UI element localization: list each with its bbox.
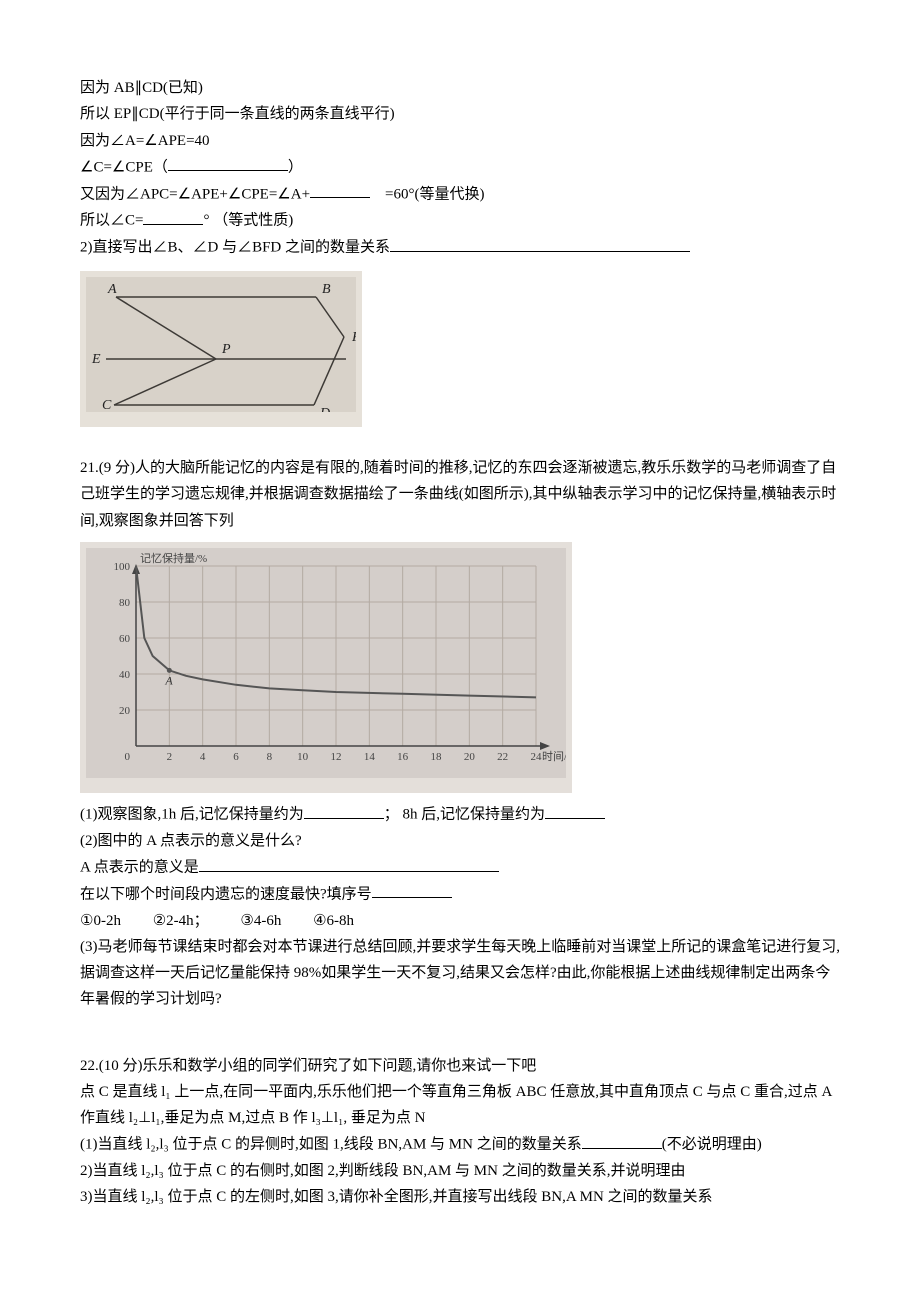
- proof-l7-pre: 2)直接写出∠B、∠D 与∠BFD 之间的数量关系: [80, 240, 390, 256]
- opt-1: ①0-2h: [80, 913, 121, 929]
- q21-sub3: (3)马老师每节课结束时都会对本节课进行总结回顾,并要求学生每天晚上临睡前对当课…: [80, 934, 845, 1013]
- blank-A-meaning: [199, 854, 499, 872]
- svg-text:A: A: [164, 673, 173, 687]
- svg-text:F: F: [351, 330, 356, 345]
- svg-text:B: B: [322, 282, 331, 297]
- proof-l6-pre: 所以∠C=: [80, 213, 143, 229]
- q21-stem: 21.(9 分)人的大脑所能记忆的内容是有限的,随着时间的推移,记忆的东四会逐渐…: [80, 455, 845, 534]
- svg-text:C: C: [102, 398, 112, 412]
- blank-fastest: [372, 881, 452, 899]
- blank-angle: [310, 181, 370, 199]
- svg-text:10: 10: [297, 751, 309, 763]
- svg-text:记忆保持量/%: 记忆保持量/%: [140, 551, 207, 565]
- q21-sub1-mid: ； 8h 后,记忆保持量约为: [384, 807, 545, 823]
- q22-l4: 2)当直线 l₂,l₃ 位于点 C 的右侧时,如图 2,判断线段 BN,AM 与…: [80, 1158, 845, 1184]
- blank-c: [143, 207, 203, 225]
- blank-reason: [168, 154, 288, 172]
- svg-text:E: E: [91, 352, 101, 367]
- q21-sub1-pre: (1)观察图象,1h 后,记忆保持量约为: [80, 807, 304, 823]
- geom-diagram-svg: A B E P F C D: [86, 277, 356, 412]
- proof-line-1: 因为 AB∥CD(已知): [80, 75, 845, 101]
- geom-diagram: A B E P F C D: [80, 271, 362, 427]
- proof-line-4: ∠C=∠CPE（ ）: [80, 154, 845, 181]
- proof-line-2: 所以 EP∥CD(平行于同一条直线的两条直线平行): [80, 101, 845, 127]
- q22-l2: 点 C 是直线 l₁ 上一点,在同一平面内,乐乐他们把一个等直角三角板 ABC …: [80, 1079, 845, 1132]
- svg-text:80: 80: [119, 597, 131, 609]
- chart-svg: 20406080100246810121416182022240记忆保持量/%时…: [86, 548, 566, 778]
- proof-l6-post: ° （等式性质): [203, 213, 293, 229]
- blank-1h: [304, 801, 384, 819]
- q21-sub2a: (2)图中的 A 点表示的意义是什么?: [80, 828, 845, 854]
- svg-text:4: 4: [200, 751, 206, 763]
- proof-line-6: 所以∠C= ° （等式性质): [80, 207, 845, 234]
- proof-line-3: 因为∠A=∠APE=40: [80, 128, 845, 154]
- svg-text:20: 20: [119, 705, 131, 717]
- q22-l3: (1)当直线 l₂,l₃ 位于点 C 的异侧时,如图 1,线段 BN,AM 与 …: [80, 1131, 845, 1158]
- svg-text:24: 24: [531, 751, 543, 763]
- forgetting-curve-chart: 20406080100246810121416182022240记忆保持量/%时…: [80, 542, 572, 793]
- svg-text:16: 16: [397, 751, 409, 763]
- proof-line-5: 又因为∠APC=∠APE+∠CPE=∠A+ =60°(等量代换): [80, 181, 845, 208]
- opt-3: ③4-6h: [240, 913, 281, 929]
- proof-l5-post: =60°(等量代换): [385, 186, 484, 202]
- svg-text:2: 2: [167, 751, 173, 763]
- proof-l4-pre: ∠C=∠CPE（: [80, 159, 168, 175]
- svg-text:18: 18: [431, 751, 443, 763]
- q22-l3-pre: (1)当直线 l₂,l₃ 位于点 C 的异侧时,如图 1,线段 BN,AM 与 …: [80, 1137, 582, 1153]
- svg-text:20: 20: [464, 751, 476, 763]
- svg-text:0: 0: [125, 751, 131, 763]
- q21-options: ①0-2h ②2-4h； ③4-6h ④6-8h: [80, 908, 845, 934]
- svg-text:D: D: [319, 406, 330, 412]
- q21-sub2b: A 点表示的意义是: [80, 854, 845, 881]
- svg-text:100: 100: [114, 561, 131, 573]
- q21-sub2b-pre: A 点表示的意义是: [80, 860, 199, 876]
- proof-l5-pre: 又因为∠APC=∠APE+∠CPE=∠A+: [80, 186, 310, 202]
- svg-text:22: 22: [497, 751, 508, 763]
- blank-8h: [545, 801, 605, 819]
- blank-relation-1: [582, 1131, 662, 1149]
- svg-text:12: 12: [331, 751, 342, 763]
- opt-4: ④6-8h: [313, 913, 354, 929]
- svg-text:14: 14: [364, 751, 376, 763]
- proof-l4-post: ）: [288, 159, 303, 175]
- q21-sub2c-pre: 在以下哪个时间段内遗忘的速度最快?填序号: [80, 886, 372, 902]
- q22-l5: 3)当直线 l₂,l₃ 位于点 C 的左侧时,如图 3,请你补全图形,并直接写出…: [80, 1184, 845, 1210]
- q22-l3-post: (不必说明理由): [662, 1137, 762, 1153]
- proof-line-7: 2)直接写出∠B、∠D 与∠BFD 之间的数量关系: [80, 234, 845, 261]
- blank-relation: [390, 234, 690, 252]
- svg-text:6: 6: [233, 751, 239, 763]
- svg-text:P: P: [221, 342, 231, 357]
- svg-text:A: A: [107, 282, 117, 297]
- q22-stem: 22.(10 分)乐乐和数学小组的同学们研究了如下问题,请你也来试一下吧: [80, 1053, 845, 1079]
- svg-text:60: 60: [119, 633, 131, 645]
- q21-sub2c: 在以下哪个时间段内遗忘的速度最快?填序号: [80, 881, 845, 908]
- svg-text:时间/h: 时间/h: [542, 750, 566, 763]
- svg-text:40: 40: [119, 669, 131, 681]
- svg-text:8: 8: [267, 751, 273, 763]
- q21-sub1: (1)观察图象,1h 后,记忆保持量约为 ； 8h 后,记忆保持量约为: [80, 801, 845, 828]
- opt-2: ②2-4h；: [153, 913, 209, 929]
